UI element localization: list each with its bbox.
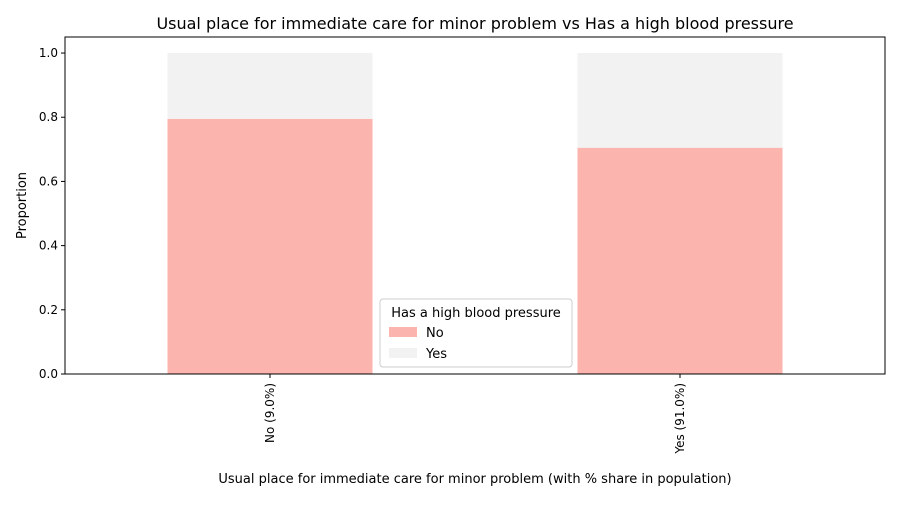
y-tick-label: 1.0 [39,46,58,60]
x-axis-ticks: No (9.0%) Yes (91.0%) [263,374,687,455]
x-tick-label: Yes (91.0%) [673,383,687,455]
y-axis-ticks: 0.0 0.2 0.4 0.6 0.8 1.0 [39,46,65,381]
bar-yes-1 [577,53,783,148]
bar-no-0 [167,118,373,374]
y-tick-label: 0.6 [39,174,58,188]
legend-label-no: No [426,326,444,341]
y-axis-label: Proportion [15,172,30,239]
y-tick-label: 0.2 [39,303,58,317]
y-tick-label: 0.0 [39,367,58,381]
legend-swatch-no [389,327,417,337]
legend-box [379,298,573,368]
chart-title: Usual place for immediate care for minor… [156,14,793,33]
plot-frame [64,36,886,375]
legend-swatch-yes [389,348,417,358]
bars-layer [167,53,783,374]
legend-title: Has a high blood pressure [391,306,561,321]
bar-yes-0 [167,53,373,119]
legend-items: No Yes [389,326,447,362]
y-tick-label: 0.8 [39,110,58,124]
bar-no-1 [577,147,783,374]
y-tick-label: 0.4 [39,239,58,253]
x-tick-label: No (9.0%) [263,383,277,443]
legend: Has a high blood pressure No Yes [379,298,573,368]
x-axis-label: Usual place for immediate care for minor… [218,472,731,487]
legend-label-yes: Yes [425,347,447,362]
